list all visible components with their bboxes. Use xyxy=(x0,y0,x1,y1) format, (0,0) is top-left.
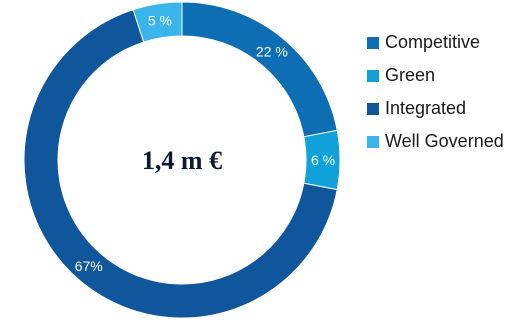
center-total-label: 1,4 m € xyxy=(142,146,222,175)
legend-label-integrated: Integrated xyxy=(385,98,467,118)
legend-item-green: Green xyxy=(367,59,504,92)
legend-item-well-governed: Well Governed xyxy=(367,125,504,158)
slice-label-competitive: 22 % xyxy=(256,43,288,59)
legend-item-competitive: Competitive xyxy=(367,26,504,59)
legend: Competitive Green Integrated Well Govern… xyxy=(367,26,504,158)
legend-label-well-governed: Well Governed xyxy=(385,131,504,151)
legend-item-integrated: Integrated xyxy=(367,92,504,125)
slice-label-green: 6 % xyxy=(311,152,335,168)
legend-swatch-integrated xyxy=(367,102,379,115)
slice-competitive xyxy=(181,1,338,138)
legend-label-competitive: Competitive xyxy=(385,32,481,52)
slice-integrated xyxy=(23,9,338,319)
legend-label-green: Green xyxy=(385,65,436,85)
legend-swatch-competitive xyxy=(367,36,379,49)
legend-swatch-well-governed xyxy=(367,135,379,148)
slice-well-governed xyxy=(132,1,183,43)
slice-label-integrated: 67% xyxy=(75,258,103,274)
slice-label-well-governed: 5 % xyxy=(148,13,172,29)
legend-swatch-green xyxy=(367,69,379,82)
